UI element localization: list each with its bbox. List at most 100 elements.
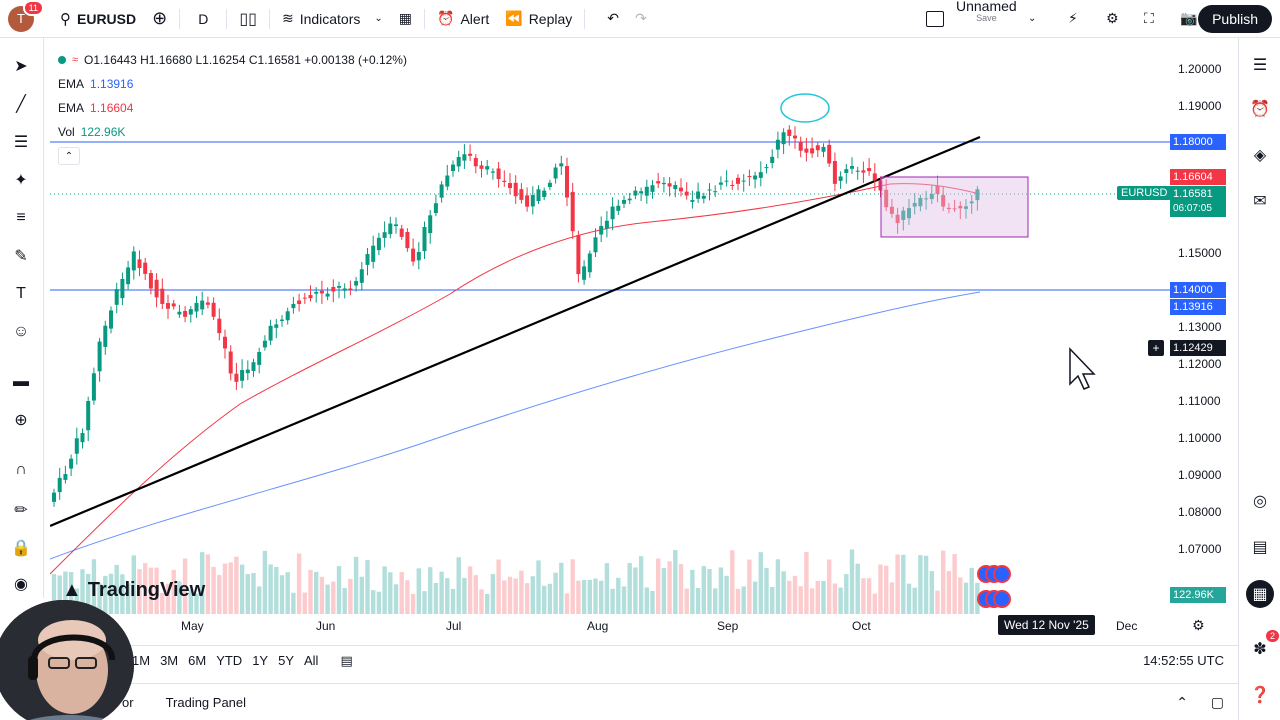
alarm-icon[interactable]: ⏰	[1250, 101, 1270, 118]
volume-bar	[701, 566, 706, 614]
help-icon[interactable]: ❓	[1250, 687, 1270, 704]
crosshair-add-button[interactable]: +	[1148, 340, 1164, 356]
ema2-name[interactable]: EMA	[58, 101, 85, 115]
price-tick: 1.13000	[1178, 320, 1222, 334]
utc-clock[interactable]: 14:52:55 UTC	[1143, 653, 1224, 668]
templates-button[interactable]: ▦	[391, 0, 420, 38]
candle-body	[468, 153, 473, 156]
candle-body	[405, 231, 410, 249]
candle-body	[325, 293, 330, 297]
emoji-icon[interactable]: ☺	[12, 323, 30, 340]
layout-name-button[interactable]: Unnamed Save	[948, 0, 1025, 38]
lock-pencil-icon[interactable]: ✏	[14, 502, 28, 519]
chevron-up-icon: ⌃	[64, 150, 74, 162]
volume-bar	[906, 583, 912, 614]
quick-search-button[interactable]: ⚡	[1060, 0, 1086, 38]
panel-tab-trading[interactable]: Trading Panel	[165, 694, 247, 710]
volume-bar	[678, 564, 684, 614]
signal-icon[interactable]: ✽ 2	[1249, 630, 1279, 660]
ruler-icon[interactable]: ▬	[13, 373, 29, 390]
chat-icon[interactable]: ✉	[1253, 193, 1267, 210]
price-chart[interactable]	[50, 44, 1170, 614]
compare-button[interactable]: ⊕	[144, 0, 175, 38]
layout-menu-button[interactable]: ⌄	[1020, 0, 1044, 38]
ema1-name[interactable]: EMA	[58, 77, 85, 91]
range-5y[interactable]: 5Y	[278, 653, 294, 668]
magnet-icon[interactable]: ∩	[15, 461, 27, 478]
measure-lines-icon[interactable]: ≡	[16, 209, 26, 226]
indicators-label: Indicators	[299, 10, 361, 27]
undo-button[interactable]: ↶	[599, 0, 627, 38]
range-1m[interactable]: 1M	[132, 653, 151, 668]
price-label-1180: 1.18000	[1170, 134, 1226, 150]
volume-name[interactable]: Vol	[58, 125, 75, 139]
volume-bar	[217, 575, 222, 614]
calendar-icon[interactable]: ▤	[1252, 539, 1268, 556]
volume-bar	[673, 550, 678, 614]
candle-body	[479, 165, 484, 169]
range-3m[interactable]: 3M	[160, 653, 179, 668]
interval-button[interactable]: D	[184, 0, 222, 38]
layout-toggle[interactable]	[918, 0, 952, 38]
candle-body	[376, 237, 381, 251]
candle-body	[964, 206, 968, 209]
time-axis[interactable]: May Jun Jul Aug Sep Oct Dec Wed 12 Nov '…	[50, 614, 1170, 638]
user-avatar[interactable]: T 11	[8, 0, 44, 32]
alarm-plus-icon: ⏰	[437, 10, 455, 26]
symbol-search[interactable]: ⚲ EURUSD	[52, 0, 144, 38]
snapshot-button[interactable]: 📷	[1172, 0, 1205, 38]
lock-icon[interactable]: 🔒	[11, 540, 31, 557]
layers-icon[interactable]: ◈	[1253, 147, 1267, 164]
indicators-button[interactable]: ≋ Indicators ⌄	[274, 0, 391, 38]
panel-tab-screener[interactable]: or	[122, 694, 134, 710]
publish-button[interactable]: Publish	[1198, 5, 1272, 33]
candle-body	[354, 281, 359, 286]
maximize-icon[interactable]: ▢	[1210, 693, 1224, 710]
text-icon[interactable]: T	[16, 285, 26, 302]
eye-icon[interactable]: ◉	[14, 576, 28, 593]
candle-body	[257, 352, 262, 365]
target-icon[interactable]: ◎	[1253, 493, 1267, 510]
redo-button[interactable]: ↷	[627, 0, 655, 38]
countdown-label: 06:07:05	[1170, 201, 1226, 217]
volume-bar	[621, 586, 627, 614]
volume-bar	[296, 553, 302, 614]
fullscreen-button[interactable]: ⛶	[1136, 0, 1162, 38]
volume-bar	[627, 563, 632, 614]
range-all[interactable]: All	[304, 653, 319, 668]
top-toolbar: T 11 ⚲ EURUSD ⊕ D ▯▯ ≋ Indicators ⌄ ▦ ⏰ …	[0, 0, 1280, 38]
apps-icon[interactable]: ▦	[1246, 580, 1274, 608]
month-label: Sep	[717, 619, 739, 633]
collapse-legend-button[interactable]: ⌃	[58, 147, 80, 165]
brush-icon[interactable]: ✎	[14, 248, 28, 265]
chevron-up-icon[interactable]: ⌃	[1176, 693, 1188, 710]
volume-bar	[576, 580, 581, 614]
candle-body	[422, 226, 427, 252]
candle-body	[245, 369, 250, 374]
symbol-price-tag: EURUSD	[1117, 186, 1172, 200]
volume-bar	[268, 564, 273, 614]
replay-button[interactable]: ⏪ Replay	[497, 0, 580, 38]
candle-body	[371, 245, 376, 262]
axis-settings-button[interactable]: ⚙	[1192, 617, 1205, 634]
cursor-icon[interactable]: ➤	[14, 58, 28, 75]
volume-bar	[371, 590, 376, 614]
settings-button[interactable]: ⚙	[1098, 0, 1127, 38]
pattern-icon[interactable]: ✦	[14, 172, 28, 189]
zoom-icon[interactable]: ⊕	[14, 412, 28, 429]
volume-bar	[827, 559, 832, 614]
candle-body	[365, 254, 370, 265]
candle-body	[673, 185, 678, 190]
menu-icon[interactable]: ≈	[72, 54, 79, 66]
trendline-icon[interactable]: ╱	[16, 96, 26, 113]
fib-icon[interactable]: ☰	[13, 134, 29, 151]
chart-type-button[interactable]: ▯▯	[231, 0, 265, 38]
candle-body	[80, 433, 85, 443]
watchlist-icon[interactable]: ☰	[1252, 57, 1268, 74]
range-ytd[interactable]: YTD	[216, 653, 243, 668]
range-6m[interactable]: 6M	[188, 653, 207, 668]
price-axis[interactable]: 1.20000 1.19000 1.18000 1.16604 1.16581 …	[1170, 44, 1238, 614]
range-1y[interactable]: 1Y	[252, 653, 269, 668]
alert-button[interactable]: ⏰ Alert	[429, 0, 497, 38]
date-range-button[interactable]: ▤	[340, 653, 352, 669]
